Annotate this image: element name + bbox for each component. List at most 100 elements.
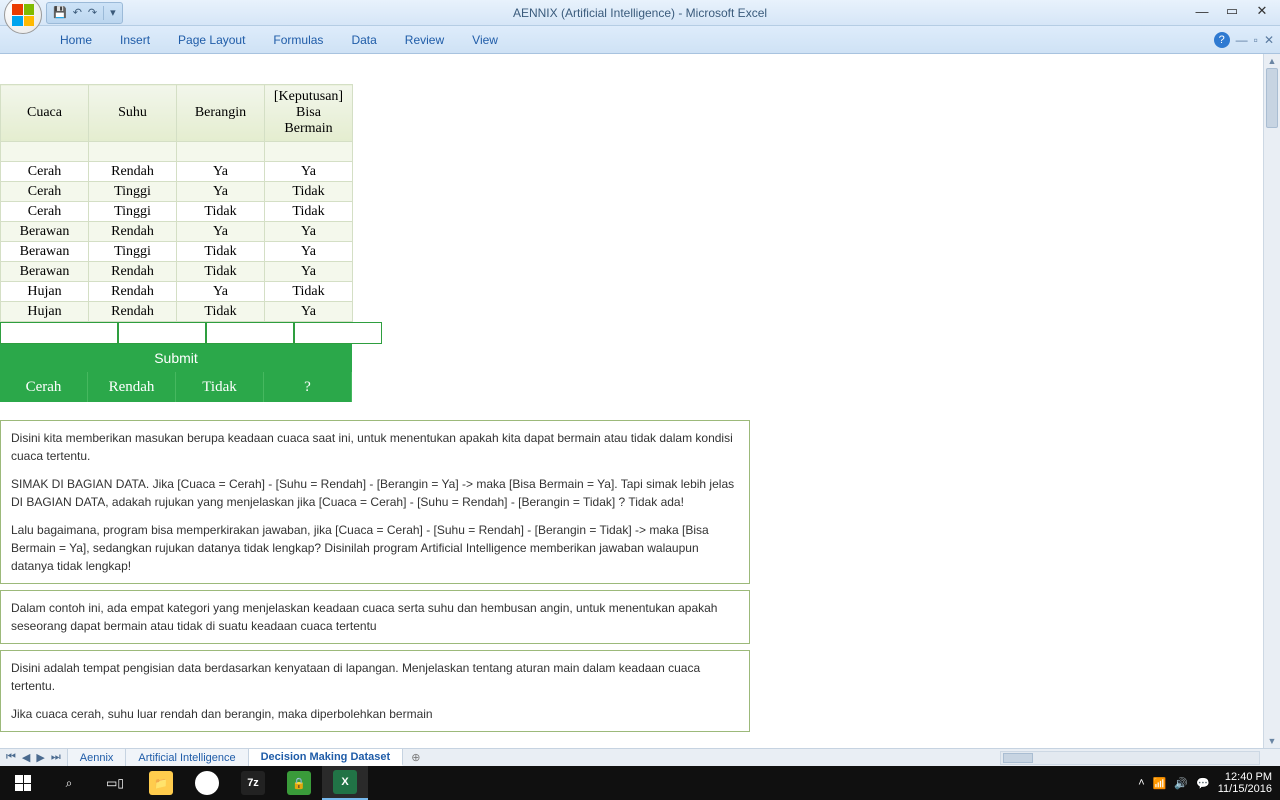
taskbar-clock[interactable]: 12:40 PM 11/15/2016 (1218, 771, 1272, 795)
tab-home[interactable]: Home (46, 27, 106, 53)
table-cell[interactable]: Berawan (1, 242, 89, 262)
table-header[interactable]: Berangin (177, 85, 265, 142)
tab-view[interactable]: View (458, 27, 512, 53)
close-button[interactable]: ✕ (1248, 2, 1276, 20)
maximize-button[interactable]: ▭ (1218, 2, 1246, 20)
table-cell[interactable]: Rendah (89, 302, 177, 322)
table-cell[interactable]: Tidak (265, 282, 353, 302)
sheet-nav-prev-icon[interactable]: ◀ (20, 751, 32, 764)
table-cell[interactable]: Ya (177, 162, 265, 182)
horizontal-scrollbar[interactable] (428, 749, 1280, 766)
scrollbar-thumb[interactable] (1266, 68, 1278, 128)
tab-page-layout[interactable]: Page Layout (164, 27, 259, 53)
ribbon-close-icon[interactable]: ✕ (1264, 33, 1274, 47)
sheet-nav-next-icon[interactable]: ▶ (34, 751, 46, 764)
ribbon-minimize-icon[interactable]: — (1236, 33, 1248, 47)
table-cell[interactable]: Ya (177, 222, 265, 242)
textbox-3[interactable]: Disini adalah tempat pengisian data berd… (0, 650, 750, 732)
vertical-scrollbar[interactable]: ▲ ▼ (1263, 54, 1280, 748)
scroll-up-icon[interactable]: ▲ (1264, 54, 1280, 68)
windows-taskbar: ⌕ ▭▯ 📁 ◉ 7z 🔒 X ˄ 📶 🔊 💬 12:40 PM 11/15/2… (0, 766, 1280, 800)
submit-button[interactable]: Submit (0, 344, 352, 372)
table-cell[interactable]: Ya (265, 262, 353, 282)
tab-review[interactable]: Review (391, 27, 458, 53)
tray-network-icon[interactable]: 📶 (1153, 777, 1167, 790)
table-cell[interactable]: Ya (265, 162, 353, 182)
table-row: CerahTinggiYaTidak (1, 182, 353, 202)
redo-icon[interactable]: ↷ (88, 6, 97, 19)
sheet-tab-decision[interactable]: Decision Making Dataset (249, 749, 404, 766)
table-cell[interactable]: Tinggi (89, 202, 177, 222)
excel-taskbar-icon[interactable]: X (322, 766, 368, 800)
table-row: BerawanRendahYaYa (1, 222, 353, 242)
table-cell[interactable]: Rendah (89, 282, 177, 302)
table-cell[interactable]: Tinggi (89, 242, 177, 262)
sheet-nav: ⏮ ◀ ▶ ⏭ (0, 749, 68, 766)
qat-dropdown-icon[interactable]: ▾ (110, 6, 116, 19)
table-cell[interactable]: Cerah (1, 162, 89, 182)
tray-notifications-icon[interactable]: 💬 (1196, 777, 1210, 790)
table-cell[interactable]: Rendah (89, 162, 177, 182)
tab-formulas[interactable]: Formulas (259, 27, 337, 53)
table-cell[interactable]: Berawan (1, 262, 89, 282)
input-cuaca[interactable] (0, 322, 118, 344)
help-icon[interactable]: ? (1214, 32, 1230, 48)
sheet-nav-last-icon[interactable]: ⏭ (49, 751, 63, 764)
table-cell[interactable]: Cerah (1, 182, 89, 202)
result-cell[interactable]: Cerah (0, 372, 88, 402)
ribbon-tabs: Home Insert Page Layout Formulas Data Re… (0, 26, 1280, 54)
sheet-nav-first-icon[interactable]: ⏮ (4, 751, 18, 764)
result-cell[interactable]: ? (264, 372, 352, 402)
input-keputusan[interactable] (294, 322, 382, 344)
table-cell[interactable]: Berawan (1, 222, 89, 242)
sheet-tab-ai[interactable]: Artificial Intelligence (126, 749, 248, 766)
paragraph: SIMAK DI BAGIAN DATA. Jika [Cuaca = Cera… (11, 475, 739, 511)
table-cell[interactable]: Tidak (177, 262, 265, 282)
tray-chevron-icon[interactable]: ˄ (1138, 777, 1144, 789)
save-icon[interactable]: 💾 (53, 6, 67, 19)
7zip-icon[interactable]: 7z (230, 766, 276, 800)
result-cell[interactable]: Rendah (88, 372, 176, 402)
table-header[interactable]: Suhu (89, 85, 177, 142)
tray-volume-icon[interactable]: 🔊 (1174, 777, 1188, 790)
sheet-tab-aennix[interactable]: Aennix (68, 749, 127, 766)
table-cell[interactable]: Ya (265, 302, 353, 322)
tab-insert[interactable]: Insert (106, 27, 164, 53)
search-icon[interactable]: ⌕ (46, 766, 92, 800)
table-cell[interactable]: Rendah (89, 222, 177, 242)
scroll-down-icon[interactable]: ▼ (1264, 734, 1280, 748)
table-cell[interactable]: Tidak (177, 302, 265, 322)
start-button[interactable] (0, 766, 46, 800)
textbox-2[interactable]: Dalam contoh ini, ada empat kategori yan… (0, 590, 750, 644)
table-cell[interactable]: Cerah (1, 202, 89, 222)
table-cell[interactable]: Ya (177, 182, 265, 202)
table-header[interactable]: Cuaca (1, 85, 89, 142)
hscroll-thumb[interactable] (1003, 753, 1033, 763)
table-cell[interactable]: Tidak (177, 202, 265, 222)
qat-separator (103, 6, 104, 20)
task-view-icon[interactable]: ▭▯ (92, 766, 138, 800)
table-cell[interactable]: Ya (265, 242, 353, 262)
textbox-1[interactable]: Disini kita memberikan masukan berupa ke… (0, 420, 750, 584)
ribbon-restore-icon[interactable]: ▫ (1254, 33, 1258, 47)
table-cell[interactable]: Tinggi (89, 182, 177, 202)
minimize-button[interactable]: — (1188, 2, 1216, 20)
table-cell[interactable]: Hujan (1, 302, 89, 322)
table-cell[interactable]: Rendah (89, 262, 177, 282)
input-suhu[interactable] (118, 322, 206, 344)
table-cell[interactable]: Tidak (265, 202, 353, 222)
app-icon[interactable]: 🔒 (276, 766, 322, 800)
table-cell[interactable]: Ya (177, 282, 265, 302)
table-cell[interactable]: Tidak (265, 182, 353, 202)
table-header[interactable]: [Keputusan] Bisa Bermain (265, 85, 353, 142)
table-cell[interactable]: Hujan (1, 282, 89, 302)
undo-icon[interactable]: ↶ (73, 6, 82, 19)
file-explorer-icon[interactable]: 📁 (138, 766, 184, 800)
tab-data[interactable]: Data (337, 27, 390, 53)
chrome-icon[interactable]: ◉ (184, 766, 230, 800)
result-cell[interactable]: Tidak (176, 372, 264, 402)
sheet-add-icon[interactable]: ⊕ (403, 749, 428, 766)
table-cell[interactable]: Ya (265, 222, 353, 242)
table-cell[interactable]: Tidak (177, 242, 265, 262)
input-berangin[interactable] (206, 322, 294, 344)
